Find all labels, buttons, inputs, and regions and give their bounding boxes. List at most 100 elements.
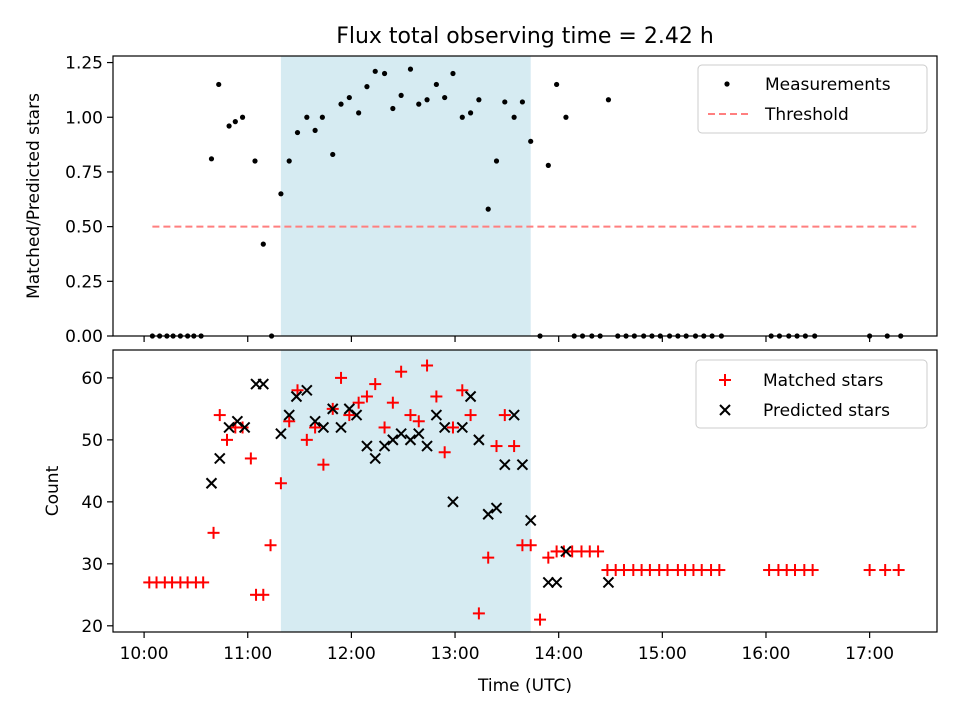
predicted-star-point — [516, 458, 529, 471]
predicted-star-point — [404, 434, 417, 446]
predicted-star-point — [430, 409, 443, 421]
top-y-tick-label: 1.25 — [65, 54, 103, 74]
measurement-point — [433, 81, 439, 88]
matched-star-point — [421, 359, 434, 372]
measurement-point — [407, 66, 414, 72]
measurement-point — [346, 94, 352, 101]
predicted-star-point — [482, 508, 494, 520]
measurement-point — [278, 191, 284, 197]
bottom-y-tick-label: 30 — [81, 555, 103, 575]
measurement-point — [372, 68, 378, 74]
predicted-star-point — [550, 576, 563, 589]
matched-star-point — [244, 452, 257, 465]
matched-star-point — [498, 409, 511, 422]
matched-star-point — [879, 564, 892, 577]
predicted-star-point — [387, 434, 399, 446]
measurement-point — [450, 70, 456, 77]
predicted-star-point — [456, 421, 469, 434]
measurement-point — [416, 101, 422, 107]
measurement-point — [319, 114, 325, 120]
chart-title: Flux total observing time = 2.42 h — [336, 24, 714, 49]
legend-matched-label: Matched stars — [763, 371, 883, 391]
measurement-point — [208, 156, 215, 162]
matched-star-point — [197, 576, 210, 589]
top-y-tick-label: 0.25 — [65, 272, 103, 292]
matched-star-point — [508, 440, 521, 453]
matched-star-point — [283, 415, 296, 428]
measurement-point — [528, 138, 534, 144]
matched-star-point — [300, 433, 313, 446]
predicted-star-point — [421, 440, 433, 452]
top-y-ticks: 0.00 0.25 0.50 0.75 1.00 1.25 — [65, 54, 113, 347]
matched-star-point — [472, 607, 485, 620]
legend-threshold-label: Threshold — [764, 105, 849, 125]
matched-star-point — [257, 588, 270, 601]
top-legend-box — [697, 64, 928, 134]
top-observing-window — [280, 56, 531, 336]
measurement-point — [338, 101, 344, 107]
measurement-point — [294, 129, 301, 136]
matched-star-point — [386, 396, 399, 409]
matched-star-point — [309, 421, 322, 434]
bottom-x-tick-label: 11:00 — [223, 644, 272, 664]
bottom-legend: Matched stars Predicted stars — [695, 359, 928, 429]
measurement-point — [381, 70, 388, 77]
predicted-star-point — [361, 440, 373, 452]
matched-star-point — [892, 564, 905, 577]
predicted-star-point — [438, 421, 451, 434]
predicted-star-point — [490, 502, 503, 514]
predicted-star-point — [560, 545, 572, 558]
predicted-star-point — [223, 421, 235, 434]
matched-star-point — [542, 551, 555, 564]
measurement-point — [226, 123, 232, 129]
legend-predicted-label: Predicted stars — [763, 401, 890, 421]
bottom-y-tick-label: 50 — [81, 431, 103, 451]
top-panel: 0.00 0.25 0.50 0.75 1.00 1.25 Matched/Predict… — [24, 54, 938, 347]
measurement-point — [563, 114, 569, 120]
matched-star-point — [482, 551, 495, 564]
predicted-star-point — [508, 409, 520, 421]
matched-star-point — [524, 539, 537, 552]
legend-predicted-marker — [719, 404, 731, 416]
bottom-panel: 20 30 40 50 60 10:00 11:00 12:00 13:00 14:00 15:0… — [43, 349, 938, 696]
matched-star-point — [274, 477, 287, 490]
matched-star-point — [404, 409, 417, 422]
bottom-x-tick-label: 12:00 — [327, 644, 376, 664]
top-y-tick-label: 1.00 — [65, 108, 103, 128]
measurement-point — [476, 97, 482, 103]
bottom-plot-frame — [112, 349, 938, 633]
measurement-point — [502, 99, 508, 105]
measurement-point — [356, 110, 362, 116]
matched-star-point — [207, 526, 220, 539]
predicted-star-point — [317, 421, 330, 434]
top-plot-frame — [112, 55, 938, 337]
bottom-x-tick-label: 16:00 — [741, 644, 790, 664]
matched-star-point — [456, 384, 469, 397]
matched-star-point — [352, 396, 365, 409]
measurement-point — [554, 81, 560, 88]
predicted-star-point — [524, 514, 537, 527]
predicted-star-point — [350, 409, 363, 421]
measurement-point — [252, 158, 258, 164]
legend-matched-marker — [719, 374, 731, 386]
predicted-star-point — [301, 384, 313, 396]
predicted-star-point — [447, 496, 459, 508]
top-y-tick-label: 0.00 — [65, 327, 103, 347]
matched-star-points — [143, 359, 905, 626]
measurement-point — [286, 158, 292, 164]
predicted-star-point — [257, 378, 269, 390]
predicted-star-point — [395, 427, 407, 440]
matched-star-point — [464, 409, 477, 422]
matched-star-point — [806, 564, 819, 577]
bottom-x-tick-label: 10:00 — [120, 644, 169, 664]
predicted-star-point — [369, 452, 381, 465]
matched-star-point — [221, 433, 234, 446]
matched-star-point — [236, 421, 249, 434]
bottom-y-tick-label: 40 — [81, 493, 103, 513]
measurement-point — [330, 151, 336, 158]
predicted-star-point — [335, 421, 347, 434]
measurement-point — [545, 162, 551, 168]
matched-star-point — [378, 421, 391, 434]
predicted-star-point — [413, 427, 425, 440]
bottom-y-axis-label: Count — [43, 465, 63, 516]
